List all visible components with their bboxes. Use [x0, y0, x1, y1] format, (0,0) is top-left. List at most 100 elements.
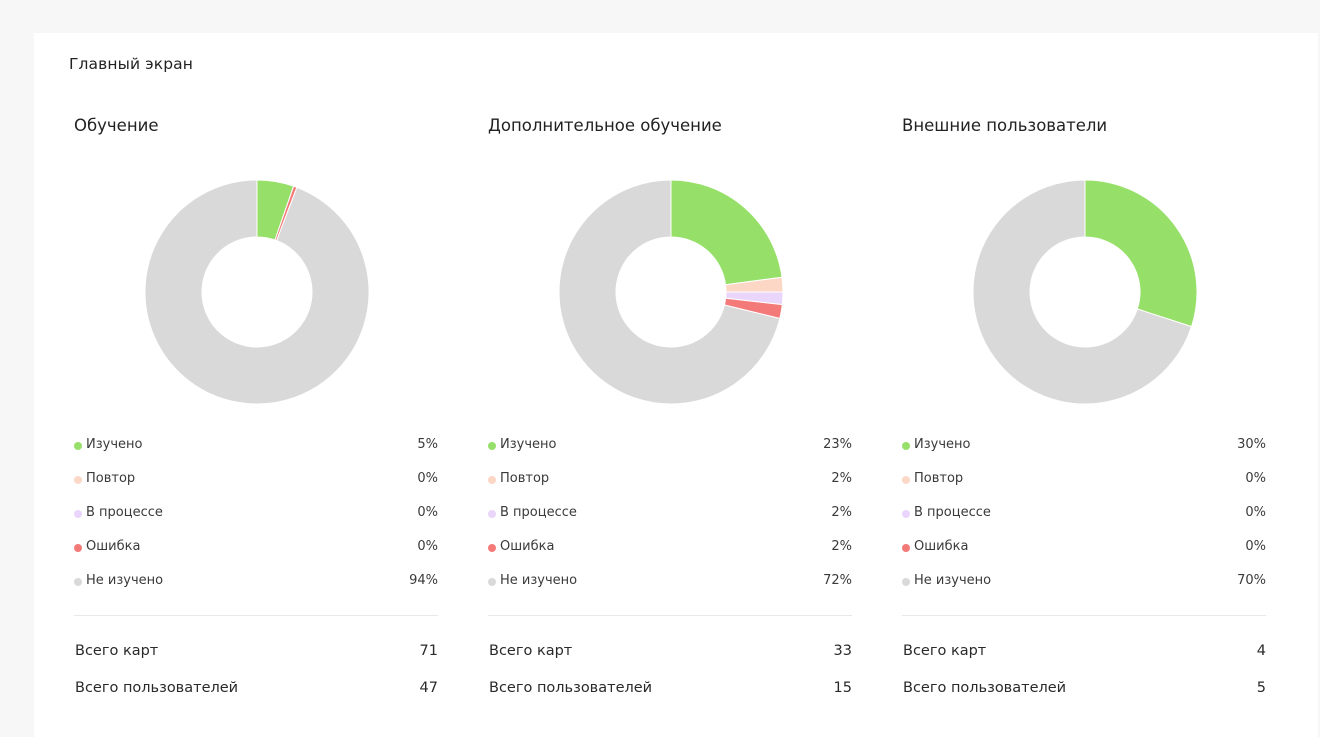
total-label: Всего пользователей [75, 680, 239, 696]
totals: Всего карт 33 Всего пользователей 15 [488, 641, 852, 715]
legend-label: Не изучено [500, 573, 578, 588]
total-users-row: Всего пользователей 5 [902, 678, 1266, 715]
legend-label: В процессе [914, 505, 991, 520]
legend-label: Ошибка [914, 539, 969, 554]
legend-label: Не изучено [86, 573, 164, 588]
total-label: Всего карт [903, 643, 987, 659]
legend-value: 0% [1245, 471, 1266, 486]
total-users-row: Всего пользователей 47 [74, 678, 438, 715]
legend-item-repeat: Повтор 0% [74, 470, 438, 504]
legend-label: Изучено [86, 437, 143, 452]
legend-dot [74, 476, 82, 484]
chart-card: Внешние пользователи Изучено 30% Повтор 0% В … [902, 0, 1266, 737]
legend-item-error: Ошибка 2% [488, 538, 852, 572]
total-cards-row: Всего карт 4 [902, 641, 1266, 678]
legend-value: 2% [831, 505, 852, 520]
total-value: 15 [833, 680, 852, 696]
total-value: 4 [1256, 643, 1266, 659]
chart-legend: Изучено 23% Повтор 2% В процессе 2% Ошибка 2% Не… [488, 436, 852, 606]
total-value: 5 [1256, 680, 1266, 696]
legend-item-in-progress: В процессе 0% [902, 504, 1266, 538]
page-title: Главный экран [69, 55, 194, 73]
legend-dot [488, 544, 496, 552]
legend-value: 0% [417, 505, 438, 520]
chart-legend: Изучено 30% Повтор 0% В процессе 0% Ошибка 0% Не… [902, 436, 1266, 606]
divider [488, 615, 852, 616]
legend-label: Повтор [86, 471, 136, 486]
pie-slice-not-studied[interactable] [144, 179, 370, 405]
legend-value: 30% [1237, 437, 1266, 452]
total-cards-row: Всего карт 71 [74, 641, 438, 678]
legend-item-not-studied: Не изучено 70% [902, 572, 1266, 606]
legend-item-error: Ошибка 0% [902, 538, 1266, 572]
legend-dot [488, 476, 496, 484]
legend-dot [902, 578, 910, 586]
legend-dot [74, 578, 82, 586]
legend-dot [488, 442, 496, 450]
legend-value: 5% [417, 437, 438, 452]
legend-item-not-studied: Не изучено 72% [488, 572, 852, 606]
total-value: 47 [419, 680, 438, 696]
legend-dot [488, 578, 496, 586]
total-value: 33 [833, 643, 852, 659]
chart-legend: Изучено 5% Повтор 0% В процессе 0% Ошибка 0% Не … [74, 436, 438, 606]
total-users-row: Всего пользователей 15 [488, 678, 852, 715]
chart-title: Внешние пользователи [902, 116, 1108, 135]
total-label: Всего пользователей [489, 680, 653, 696]
legend-dot [74, 510, 82, 518]
pie-slice-studied[interactable] [1084, 179, 1198, 328]
legend-item-studied: Изучено 5% [74, 436, 438, 470]
legend-label: Ошибка [500, 539, 555, 554]
legend-value: 2% [831, 471, 852, 486]
legend-item-in-progress: В процессе 2% [488, 504, 852, 538]
total-cards-row: Всего карт 33 [488, 641, 852, 678]
legend-label: Повтор [500, 471, 550, 486]
legend-item-not-studied: Не изучено 94% [74, 572, 438, 606]
chart-card: Дополнительное обучение Изучено 23% Повтор 2… [488, 0, 852, 737]
legend-dot [902, 476, 910, 484]
legend-item-in-progress: В процессе 0% [74, 504, 438, 538]
legend-dot [902, 442, 910, 450]
legend-item-studied: Изучено 30% [902, 436, 1266, 470]
legend-value: 2% [831, 539, 852, 554]
donut-chart [144, 179, 370, 405]
legend-dot [902, 544, 910, 552]
legend-value: 70% [1237, 573, 1266, 588]
legend-label: Не изучено [914, 573, 992, 588]
totals: Всего карт 4 Всего пользователей 5 [902, 641, 1266, 715]
legend-item-error: Ошибка 0% [74, 538, 438, 572]
legend-dot [488, 510, 496, 518]
legend-label: В процессе [86, 505, 163, 520]
divider [74, 615, 438, 616]
legend-dot [74, 442, 82, 450]
legend-value: 0% [417, 471, 438, 486]
legend-item-repeat: Повтор 0% [902, 470, 1266, 504]
legend-value: 0% [1245, 539, 1266, 554]
legend-value: 0% [1245, 505, 1266, 520]
legend-item-studied: Изучено 23% [488, 436, 852, 470]
legend-dot [74, 544, 82, 552]
legend-label: Изучено [914, 437, 971, 452]
legend-value: 23% [823, 437, 852, 452]
total-value: 71 [419, 643, 438, 659]
totals: Всего карт 71 Всего пользователей 47 [74, 641, 438, 715]
legend-value: 0% [417, 539, 438, 554]
legend-dot [902, 510, 910, 518]
pie-slice-not-studied[interactable] [972, 179, 1193, 405]
legend-label: В процессе [500, 505, 577, 520]
total-label: Всего карт [489, 643, 573, 659]
pie-slice-studied[interactable] [670, 179, 783, 286]
divider [902, 615, 1266, 616]
chart-title: Дополнительное обучение [488, 116, 722, 135]
legend-label: Изучено [500, 437, 557, 452]
total-label: Всего карт [75, 643, 159, 659]
donut-chart [558, 179, 784, 405]
total-label: Всего пользователей [903, 680, 1067, 696]
pie-slice-not-studied[interactable] [558, 179, 781, 405]
chart-title: Обучение [74, 116, 159, 135]
chart-card: Обучение Изучено 5% Повтор 0% В процессе 0% Оши… [74, 0, 438, 737]
legend-value: 72% [823, 573, 852, 588]
legend-label: Ошибка [86, 539, 141, 554]
legend-label: Повтор [914, 471, 964, 486]
donut-chart [972, 179, 1198, 405]
